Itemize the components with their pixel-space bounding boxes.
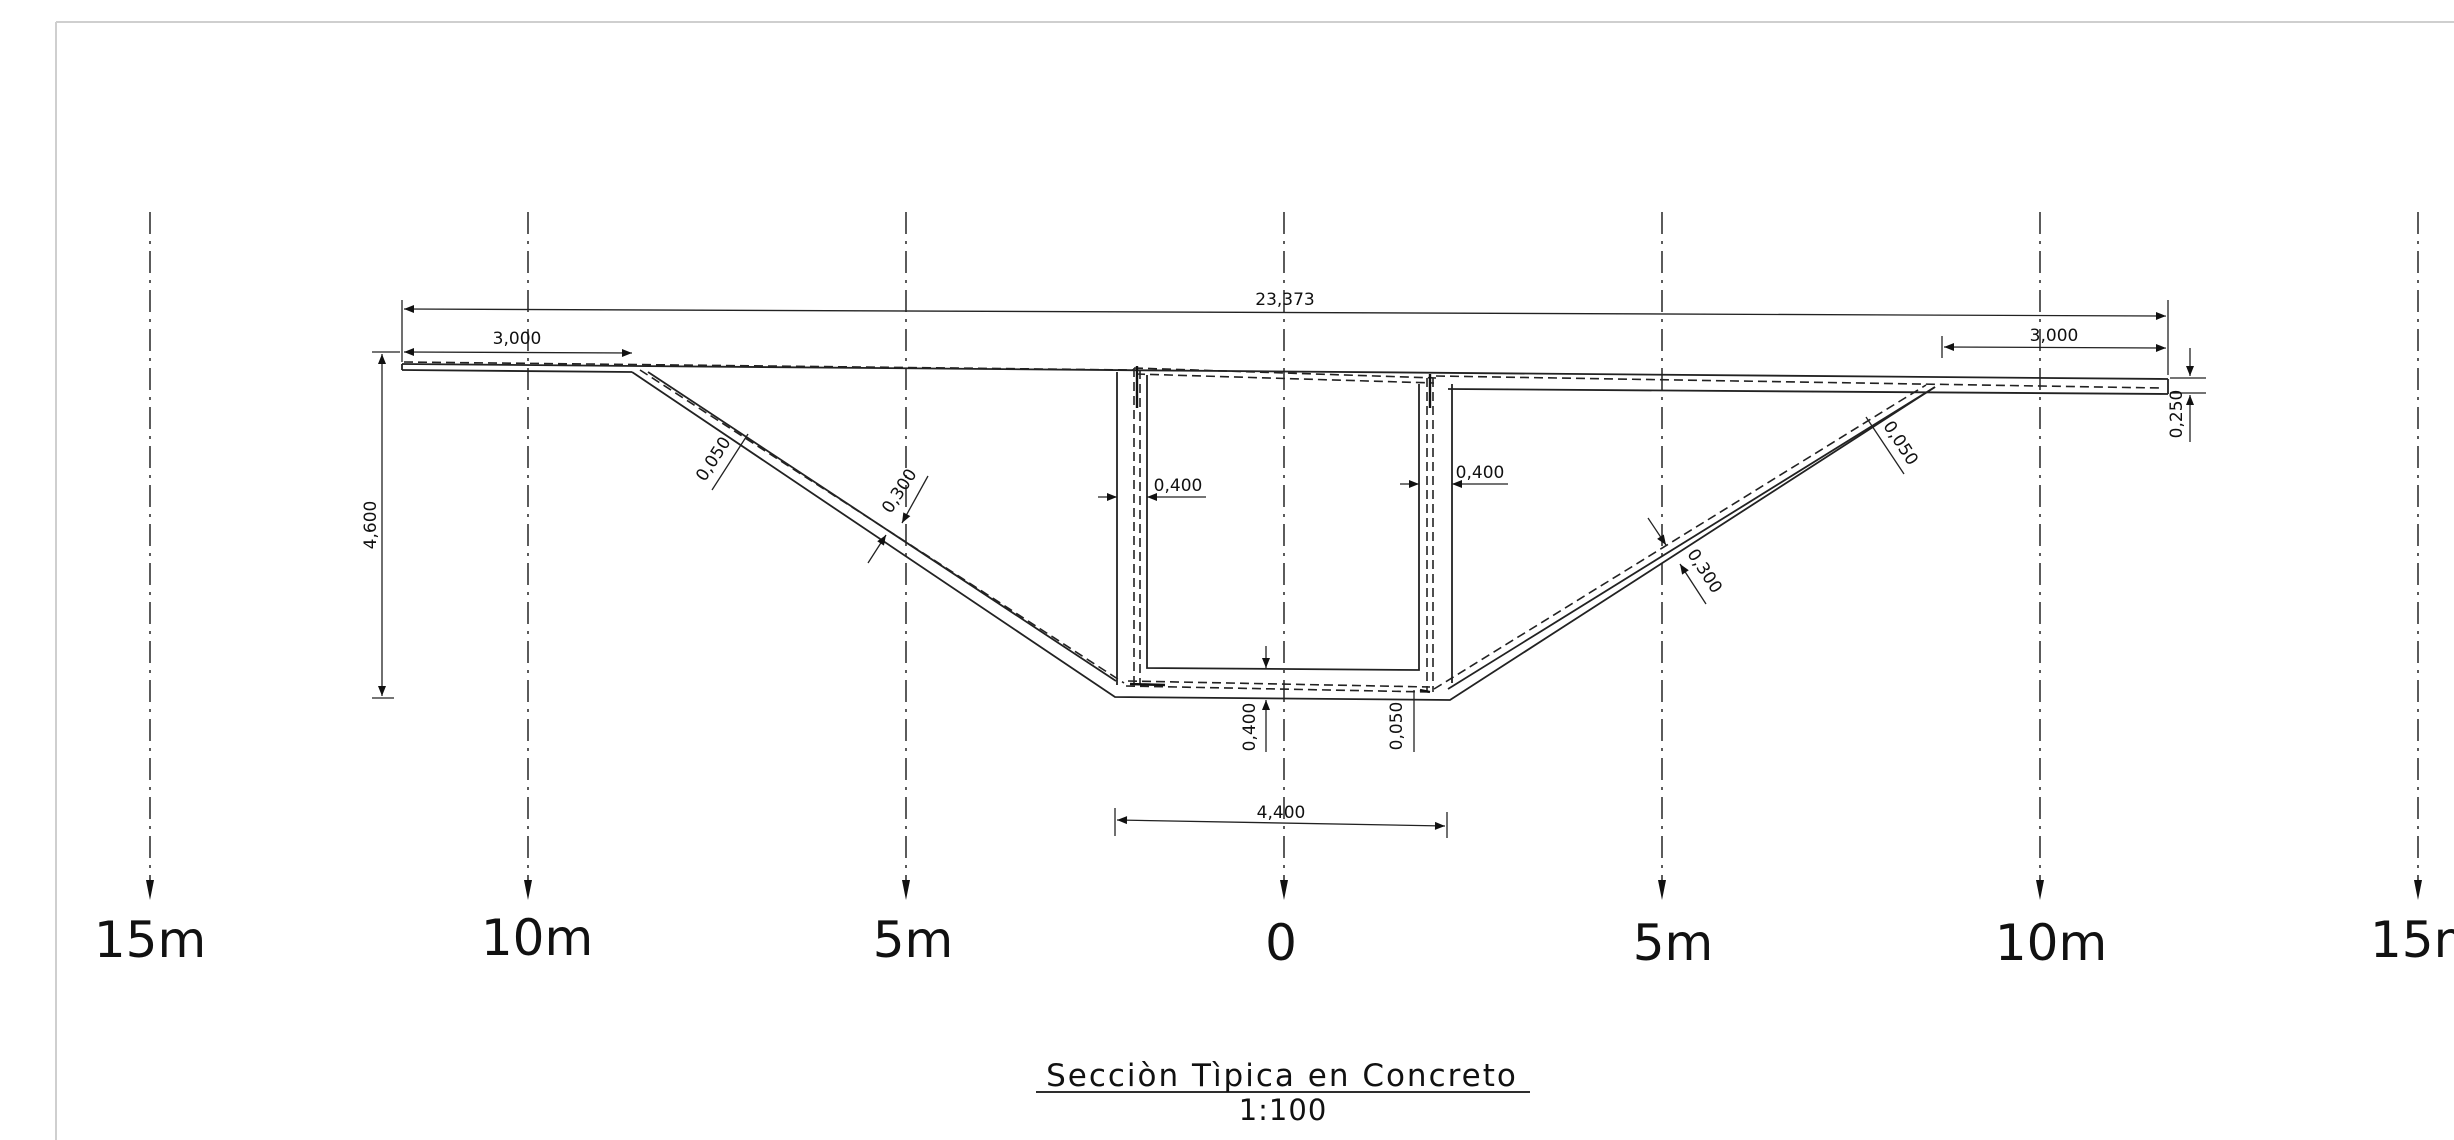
dim-bottom-width (1114, 808, 1448, 838)
dim-right-overhang-label: 3,000 (2030, 326, 2079, 346)
axis-label-left-15: 15m (94, 911, 206, 969)
dim-right-strut-offset-label: 0,050 (1879, 417, 1922, 469)
dim-right-strut (1647, 517, 1707, 605)
dim-left-strut (867, 475, 929, 564)
dim-right-web-label: 0,400 (1456, 463, 1505, 483)
dim-bottom-slab-label: 0,400 (1240, 703, 1260, 752)
dim-depth (372, 351, 400, 699)
axis-arrowheads (146, 880, 2422, 900)
dim-right-strut-offset (1865, 416, 1905, 475)
section-outline (401, 363, 2169, 701)
drawing-frame (55, 21, 2454, 1140)
dim-total-width-label: 23,373 (1255, 290, 1314, 310)
dim-bottom-offset-label: 0,050 (1387, 702, 1407, 751)
rebar-hooks (1129, 366, 1432, 694)
dim-slab-thickness-label: 0,250 (2167, 390, 2187, 439)
dim-left-strut-offset-label: 0,050 (692, 433, 735, 485)
dim-slab-thickness (2170, 348, 2206, 442)
dim-left-strut-offset (711, 433, 749, 491)
drawing-title: Secciòn Tìpica en Concreto (1046, 1058, 1518, 1094)
dim-left-strut-label: 0,300 (878, 465, 921, 517)
axis-labels: 15m 10m 5m 0 5m 10m 15m (94, 909, 2454, 972)
axis-label-right-15: 15m (2370, 911, 2454, 969)
dim-left-overhang (403, 348, 633, 357)
drawing-scale: 1:100 (1239, 1093, 1328, 1127)
dim-left-web-label: 0,400 (1154, 476, 1203, 496)
dim-depth-label: 4,600 (361, 501, 381, 550)
dim-bottom-width-label: 4,400 (1257, 803, 1306, 823)
axis-label-right-10: 10m (1995, 914, 2107, 972)
dim-left-overhang-label: 3,000 (493, 329, 542, 349)
axis-label-right-5: 5m (1633, 914, 1714, 972)
dim-total-width (401, 300, 2169, 375)
axis-label-left-5: 5m (873, 911, 954, 969)
axis-label-left-10: 10m (481, 909, 593, 967)
dim-right-strut-label: 0,300 (1683, 545, 1726, 597)
dim-right-overhang (1941, 336, 2167, 358)
reinforcement-lines (403, 361, 2161, 693)
reference-axes (149, 212, 2419, 888)
axis-label-center: 0 (1265, 914, 1297, 972)
